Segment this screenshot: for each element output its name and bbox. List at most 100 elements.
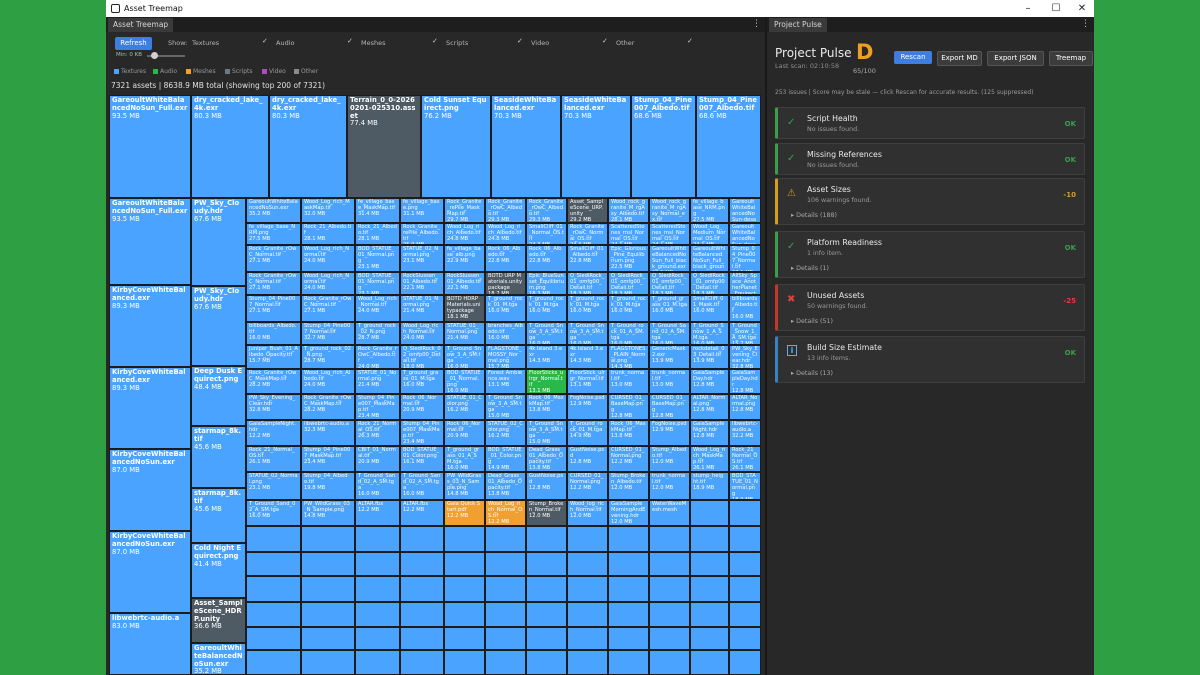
treemap-cell[interactable] [400,576,444,602]
treemap-cell[interactable] [526,576,567,602]
treemap-cell[interactable]: CURSED_01_BaseMap.png 12.8 MB [649,394,690,420]
treemap-cell[interactable]: GustNoise.psd 12.8 MB [567,446,608,472]
treemap-cell[interactable]: Stump_Broken_Normal.tif 12.0 MB [526,500,567,526]
treemap-cell[interactable] [444,627,485,650]
treemap-cell[interactable]: GareoultWhiteBalancedNoSun_Full_black_gr… [690,245,729,272]
audio-checkbox[interactable]: ✓ [347,37,353,45]
treemap-cell[interactable]: T_Ground_Snow_3_A_SM.tga 16.0 MB [526,322,567,345]
kebab-menu-icon[interactable]: ⋮ [1081,19,1090,29]
treemap-cell[interactable]: Cold Sunset Equirect.png 76.2 MB [421,95,491,198]
treemap-cell[interactable] [301,602,355,627]
treemap-cell[interactable] [729,602,761,627]
treemap-cell[interactable]: PW_WildGrass_03_N_Sample.png 14.8 MB [444,472,485,500]
tab-project-pulse[interactable]: Project Pulse [769,18,827,32]
treemap-cell[interactable] [526,602,567,627]
treemap-cell[interactable]: Rock_21_Albedo.tif 28.1 MB [301,223,355,245]
treemap-cell[interactable]: PW_Sky_Cloudy.hdr 67.6 MB [191,198,246,286]
treemap-cell[interactable] [729,650,761,675]
treemap-cell[interactable]: GareoultWhiteBalancedNoSun_Full.exr 93.5 … [109,198,191,285]
treemap-cell[interactable]: stump_height.tif 18.9 MB [690,472,729,500]
treemap-cell[interactable]: ALTAR.fbx 12.2 MB [355,500,400,526]
close-icon[interactable]: ✕ [1077,3,1087,14]
treemap-cell[interactable] [444,602,485,627]
treemap-cell[interactable]: fe_village_base.png 31.1 MB [400,198,444,223]
treemap-cell[interactable]: fe_village_base_alb.png 22.9 MB [444,245,485,272]
treemap-cell[interactable]: trunk_normal.tif 13.0 MB [608,369,649,394]
treemap-cell[interactable]: AllSky_Space_AnotherPlanet_Equirect.png1… [729,272,761,295]
treemap-cell[interactable] [355,602,400,627]
treemap-cell[interactable]: Q_SlediRock_01_omfp00_Detail.tif 18.3 MB [690,272,729,295]
treemap-cell[interactable]: Terrain_0_0-20260201-025310.asset 77.4 MB [347,95,421,198]
treemap-cell[interactable]: T_Ground_Sand_02_A_SM.tga 16.0 MB [355,472,400,500]
treemap-cell[interactable]: SmallCliff_01_Normal_OS.tif 24.3 MB [526,223,567,245]
treemap-cell[interactable] [246,650,301,675]
treemap-cell[interactable]: Wood_rock_granite_M_rgAsy_Normal_ex.tif2… [649,198,690,223]
treemap-cell[interactable] [444,552,485,576]
treemap-cell[interactable]: Rock_21_Normal_OS.tif 26.1 MB [246,446,301,472]
treemap-cell[interactable]: Rock_Granite_rOwC_Normal.tif 27.1 MB [246,272,301,295]
treemap-cell[interactable] [301,650,355,675]
treemap-cell[interactable] [355,526,400,552]
treemap-cell[interactable]: starmap_8k.tif 45.6 MB [191,488,246,543]
treemap-cell[interactable]: Rock_06_MaskMap.tif 13.8 MB [608,420,649,446]
treemap-cell[interactable] [729,500,761,526]
treemap-cell[interactable]: ALTAR_Normal.png 12.8 MB [729,394,761,420]
treemap-cell[interactable]: T_Ground_rock_01_M.tga 14.9 MB [567,420,608,446]
treemap-cell[interactable]: T_ground_rock_02_N.png 28.7 MB [301,345,355,369]
treemap-canvas[interactable]: GareoultWhiteBalancedNoSun_Full.exr 93.5 … [109,95,761,675]
treemap-cell[interactable]: Wood_Log_rich_Albedo.tif 24.0 MB [301,369,355,394]
treemap-cell[interactable] [485,552,526,576]
treemap-cell[interactable]: T_ground_grass_01_M.tga 16.0 MB [649,295,690,322]
treemap-cell[interactable]: Forest Ambience.wav 13.1 MB [485,369,526,394]
treemap-cell[interactable]: T_Ground_Snow_3_A_SM.tga 15.0 MB [485,394,526,420]
treemap-cell[interactable]: BOTD HDRP Materials.unitypackage 18.1 MB [444,295,485,322]
treemap-cell[interactable] [400,526,444,552]
treemap-cell[interactable]: Wood_Log_rich_Normal.tif 24.0 MB [400,322,444,345]
treemap-cell[interactable] [246,627,301,650]
treemap-cell[interactable]: Rock_Granite_rePile_Albedo.tif 25.9 MB [400,223,444,245]
treemap-cell[interactable]: GareoultWhiteBalancedNoSun-desaturated.e… [729,198,761,223]
treemap-cell[interactable]: ScatteredStones_rnsl_Normal_OS.tif 24.1 M… [608,223,649,245]
treemap-cell[interactable]: T_Ground_Snow_3_A_SM.tga 16.0 MB [567,322,608,345]
treemap-cell[interactable]: Stump_04_Pine007_MaskMap.tif 23.4 MB [400,420,444,446]
treemap-cell[interactable] [444,650,485,675]
treemap-cell[interactable] [729,627,761,650]
treemap-cell[interactable]: libwebrtc-audio.a 32.2 MB [729,420,761,446]
treemap-cell[interactable]: CURSED_01_BaseMap.png 12.8 MB [608,394,649,420]
treemap-cell[interactable]: Rock_Granite_rOwC_Normal.tif 27.1 MB [301,295,355,322]
treemap-cell[interactable]: STATUE_01_Normal.png 21.4 MB [400,295,444,322]
treemap-cell[interactable] [301,526,355,552]
min-size-slider-handle[interactable] [151,52,158,59]
treemap-cell[interactable]: Rock_21_Normal_OS.tif 26.1 MB [729,446,761,472]
treemap-cell[interactable]: SmallCliff_01_Albedo.tif 22.8 MB [567,245,608,272]
treemap-cell[interactable]: Stump_04_Pine007_Albedo.tif 68.6 MB [696,95,761,198]
treemap-cell[interactable]: FogNoise.psd 12.9 MB [567,394,608,420]
treemap-cell[interactable]: GareoultWhiteBalancedNoSun_Full_black_gr… [649,245,690,272]
scripts-checkbox[interactable]: ✓ [517,37,523,45]
treemap-cell[interactable] [649,552,690,576]
treemap-cell[interactable]: Q_SlediRock_02_omfp00_Detail.tif 18.0 MB [400,345,444,369]
treemap-cell[interactable]: Rock_Granite_rOwC_MaskMap.tif 28.2 MB [301,394,355,420]
treemap-cell[interactable]: T_ground_rock_01_M.tga 16.0 MB [526,295,567,322]
treemap-cell[interactable] [608,526,649,552]
treemap-cell[interactable] [246,576,301,602]
treemap-cell[interactable]: Stump_04_Pine007_MaskMap.tif 23.4 MB [301,446,355,472]
treemap-cell[interactable]: PW_Sky_Cloudy.hdr 67.6 MB [191,286,246,366]
treemap-cell[interactable]: Wood_Log_rich_Albedo.tif 24.8 MB [444,223,485,245]
treemap-cell[interactable] [301,627,355,650]
treemap-cell[interactable] [355,627,400,650]
treemap-cell[interactable]: Rock_Granite_rOwC_Albedo.tif 29.3 MB [485,198,526,223]
treemap-cell[interactable]: GustNoise.psd 12.8 MB [526,472,567,500]
treemap-cell[interactable] [690,627,729,650]
treemap-cell[interactable] [526,627,567,650]
treemap-cell[interactable]: FLAGSTONES_PLAIN_Normal.png 14.3 MB [608,345,649,369]
treemap-cell[interactable]: fe_village_base_NRM.png 27.5 MB [246,223,301,245]
treemap-cell[interactable]: fe_village_base_MaskMap.tif 31.4 MB [355,198,400,223]
treemap-cell[interactable]: Stump_04_Pine007_MaskMap.tif 23.4 MB [355,394,400,420]
export-md-button[interactable]: Export MD [937,51,982,66]
treemap-cell[interactable]: KirbyCoveWhiteBalancedNoSun.exr 87.0 MB [109,449,191,531]
treemap-cell[interactable]: Asset_SampleScene_HDRP.unity 36.6 MB [191,598,246,643]
treemap-cell[interactable]: starmap_8k.tif 45.6 MB [191,426,246,488]
treemap-cell[interactable]: trunk_normal.tif 12.0 MB [649,472,690,500]
treemap-cell[interactable] [729,552,761,576]
